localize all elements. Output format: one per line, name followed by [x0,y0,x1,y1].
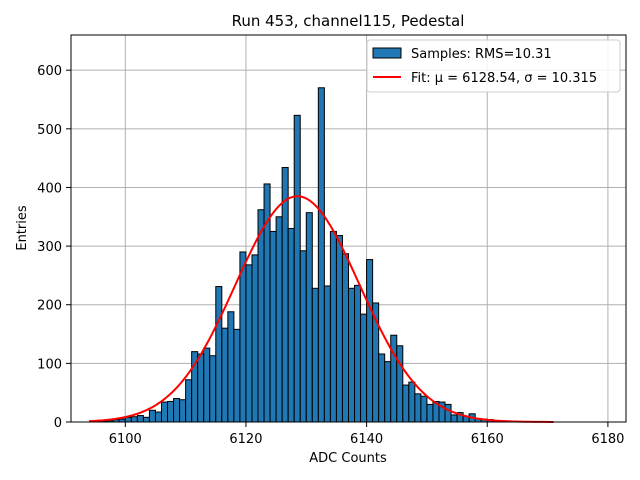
histogram-bar [281,167,289,423]
histogram-bar [450,414,458,423]
histogram-bar [305,212,313,423]
histogram-bar [408,381,416,423]
histogram-bar [167,400,175,423]
histogram-bar [275,216,283,423]
histogram-bar [323,285,331,423]
legend-bar-swatch [372,47,402,59]
histogram-bar [311,287,319,423]
histogram-bar [233,328,241,423]
x-tick-label: 6180 [591,432,624,447]
y-tick-label: 400 [37,181,62,196]
histogram-bar [335,235,343,423]
histogram-bar [378,353,386,423]
histogram-bar [239,251,247,423]
histogram-bar [348,287,356,423]
histogram-bar [293,114,301,423]
x-tick-label: 6140 [350,432,383,447]
histogram-bar [221,327,229,423]
histogram-bar [287,228,295,423]
x-tick-label: 6100 [109,432,142,447]
x-tick-label: 6120 [229,432,262,447]
legend: Samples: RMS=10.31 Fit: μ = 6128.54, σ =… [366,39,621,93]
histogram-bar [227,311,235,423]
histogram-bar [341,253,349,423]
histogram-bar [148,409,156,423]
histogram-bar [130,416,138,423]
y-tick-label: 200 [37,299,62,314]
y-axis-label: Entries [15,205,30,251]
histogram-bar [209,355,217,423]
histogram-bar [154,411,162,423]
histogram-bar [299,250,307,423]
x-axis-label: ADC Counts [309,451,387,466]
histogram-bar [173,398,181,423]
histogram-bar [251,254,259,423]
legend-samples-label: Samples: RMS=10.31 [411,47,552,62]
histogram-bar [354,284,362,423]
legend-fit-label: Fit: μ = 6128.54, σ = 10.315 [411,71,597,86]
histogram-bars [100,87,506,423]
histogram-bar [185,379,193,423]
y-axis-ticks: 0 100 200 300 400 500 600 [37,64,71,431]
histogram-bar [444,403,452,423]
histogram-bar [203,347,211,423]
histogram-bar [136,415,144,423]
histogram-bar [426,403,434,423]
histogram-bar [215,286,223,423]
y-tick-label: 100 [37,357,62,372]
y-tick-label: 300 [37,240,62,255]
y-tick-label: 600 [37,64,62,79]
histogram-bar [257,209,265,423]
x-tick-label: 6160 [471,432,504,447]
histogram-bar [160,401,169,423]
y-tick-label: 0 [54,416,62,431]
legend-box [366,39,621,93]
histogram-bar [179,399,187,423]
histogram-bar [197,353,205,423]
histogram-bar [269,230,277,423]
histogram-bar [317,87,325,423]
histogram-bar [124,416,132,423]
chart-title: Run 453, channel115, Pedestal [232,12,465,30]
histogram-bar [414,393,422,423]
plot-frame [70,34,627,423]
histogram-bar [142,416,150,423]
histogram-bar [420,395,428,423]
y-tick-label: 500 [37,123,62,138]
gaussian-fit [89,195,554,423]
fit-curve [89,195,554,423]
histogram-bar [396,345,404,423]
x-axis-ticks: 6100 6120 6140 6160 6180 [109,422,624,447]
histogram-bar [245,264,253,423]
histogram-bar [366,259,374,423]
histogram-bar [360,313,368,423]
histogram-bar [329,230,337,423]
histogram-bar [402,384,410,423]
histogram-bar [384,361,392,423]
